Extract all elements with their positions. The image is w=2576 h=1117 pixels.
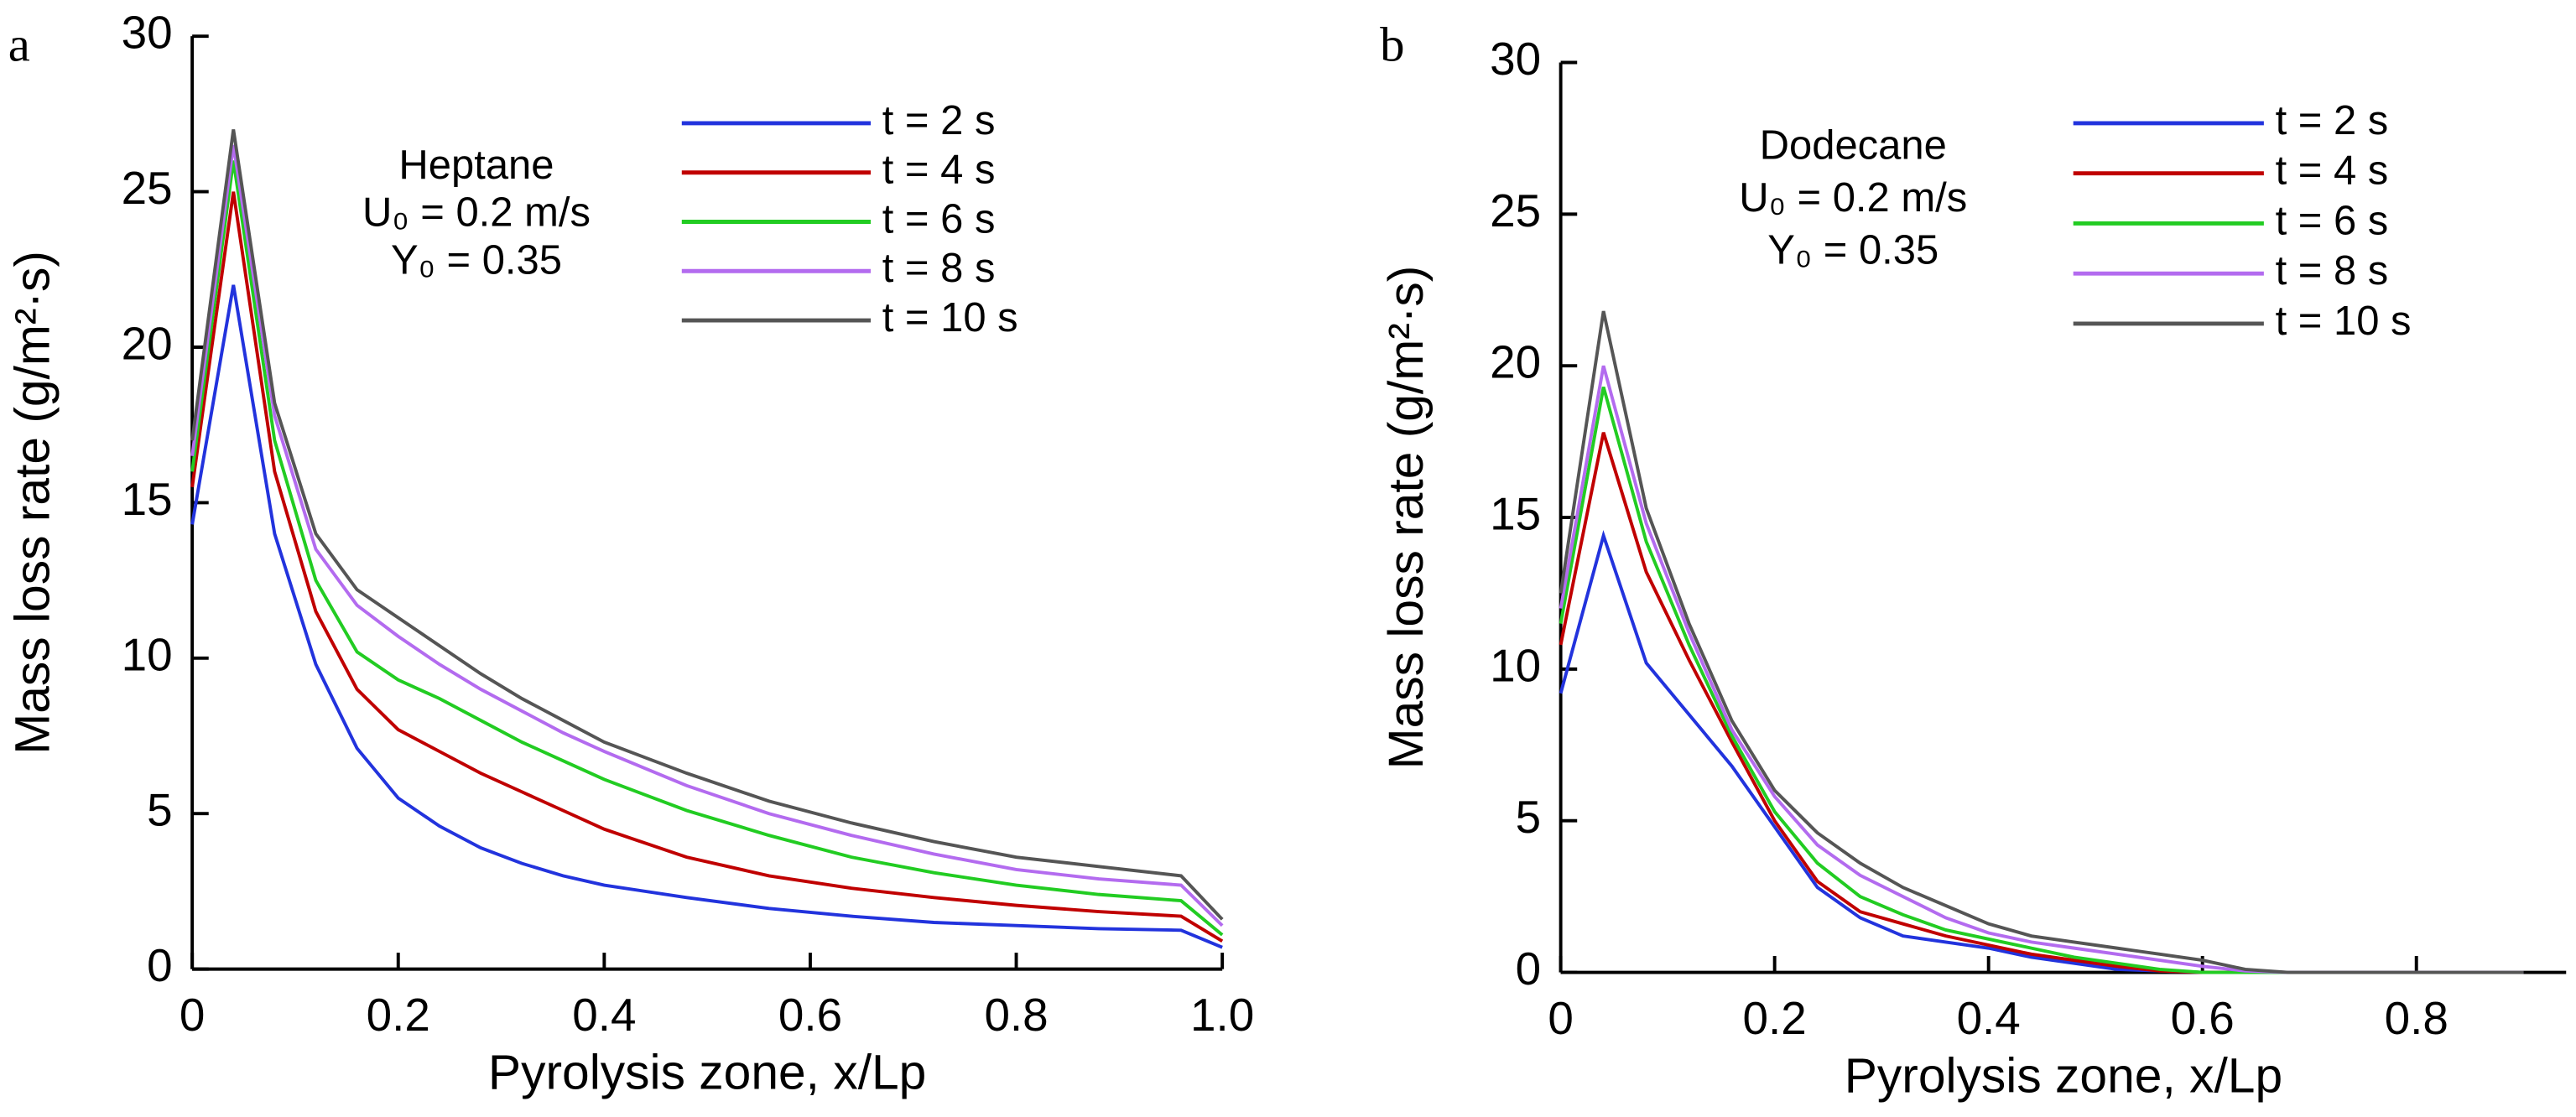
data-line: [1559, 432, 2524, 974]
x-tick-label: 1.0: [1190, 989, 1254, 1041]
data-line: [1559, 529, 2524, 974]
data-line: [190, 284, 1223, 949]
annotation: U₀ = 0.2 m/s: [362, 190, 591, 236]
x-tick-label: 0.4: [1957, 992, 2021, 1044]
x-axis-label: Pyrolysis zone, x/Lp: [1845, 1048, 2282, 1103]
x-tick-label: 0.8: [984, 989, 1048, 1041]
legend-label: t = 8 s: [882, 246, 996, 291]
data-line: [190, 129, 1224, 921]
y-tick-label: 15: [122, 473, 173, 525]
x-tick-label: 0.2: [1743, 992, 1807, 1044]
data-line: [1559, 386, 2524, 974]
annotation: Y₀ = 0.35: [391, 237, 562, 283]
y-tick-label: 10: [1490, 639, 1541, 691]
x-tick-label: 0: [1548, 992, 1574, 1044]
data-line: [190, 144, 1224, 927]
legend-label: t = 4 s: [882, 148, 996, 193]
x-tick-label: 0: [180, 989, 205, 1041]
annotation: Heptane: [398, 143, 554, 188]
y-tick-label: 25: [1490, 184, 1541, 236]
legend-label: t = 2 s: [882, 98, 996, 143]
legend-label: t = 2 s: [2276, 98, 2389, 143]
legend-label: t = 10 s: [882, 295, 1018, 340]
y-tick-label: 0: [147, 939, 173, 991]
data-line: [1559, 310, 2524, 974]
data-line: [1559, 365, 2524, 974]
annotation: U₀ = 0.2 m/s: [1739, 175, 1967, 221]
legend-label: t = 6 s: [882, 196, 996, 242]
y-tick-label: 5: [147, 784, 173, 836]
legend-label: t = 4 s: [2276, 148, 2389, 194]
x-axis-label: Pyrolysis zone, x/Lp: [488, 1045, 926, 1099]
legend-label: t = 6 s: [2276, 198, 2389, 243]
data-line: [190, 160, 1224, 937]
y-tick-label: 20: [122, 317, 173, 369]
y-tick-label: 30: [122, 7, 173, 59]
y-tick-label: 0: [1516, 943, 1542, 995]
y-tick-label: 25: [122, 162, 173, 214]
legend-label: t = 10 s: [2276, 299, 2412, 344]
legend-label: t = 8 s: [2276, 248, 2389, 294]
y-axis-label: Mass loss rate (g/m²·s): [6, 251, 60, 755]
panel-label: b: [1380, 17, 1404, 71]
x-tick-label: 0.6: [778, 989, 842, 1041]
y-tick-label: 30: [1490, 33, 1541, 85]
x-tick-label: 0.4: [572, 989, 636, 1041]
data-line: [190, 191, 1224, 943]
annotation: Dodecane: [1760, 122, 1947, 168]
x-tick-label: 0.8: [2385, 992, 2449, 1044]
x-tick-label: 0.6: [2171, 992, 2235, 1044]
y-tick-label: 10: [122, 628, 173, 680]
y-axis-label: Mass loss rate (g/m²·s): [1379, 266, 1434, 770]
y-tick-label: 5: [1516, 791, 1542, 843]
panel-label: a: [8, 17, 30, 71]
x-tick-label: 0.2: [367, 989, 430, 1041]
y-tick-label: 15: [1490, 488, 1541, 540]
annotation: Y₀ = 0.35: [1767, 228, 1939, 273]
y-tick-label: 20: [1490, 336, 1541, 388]
